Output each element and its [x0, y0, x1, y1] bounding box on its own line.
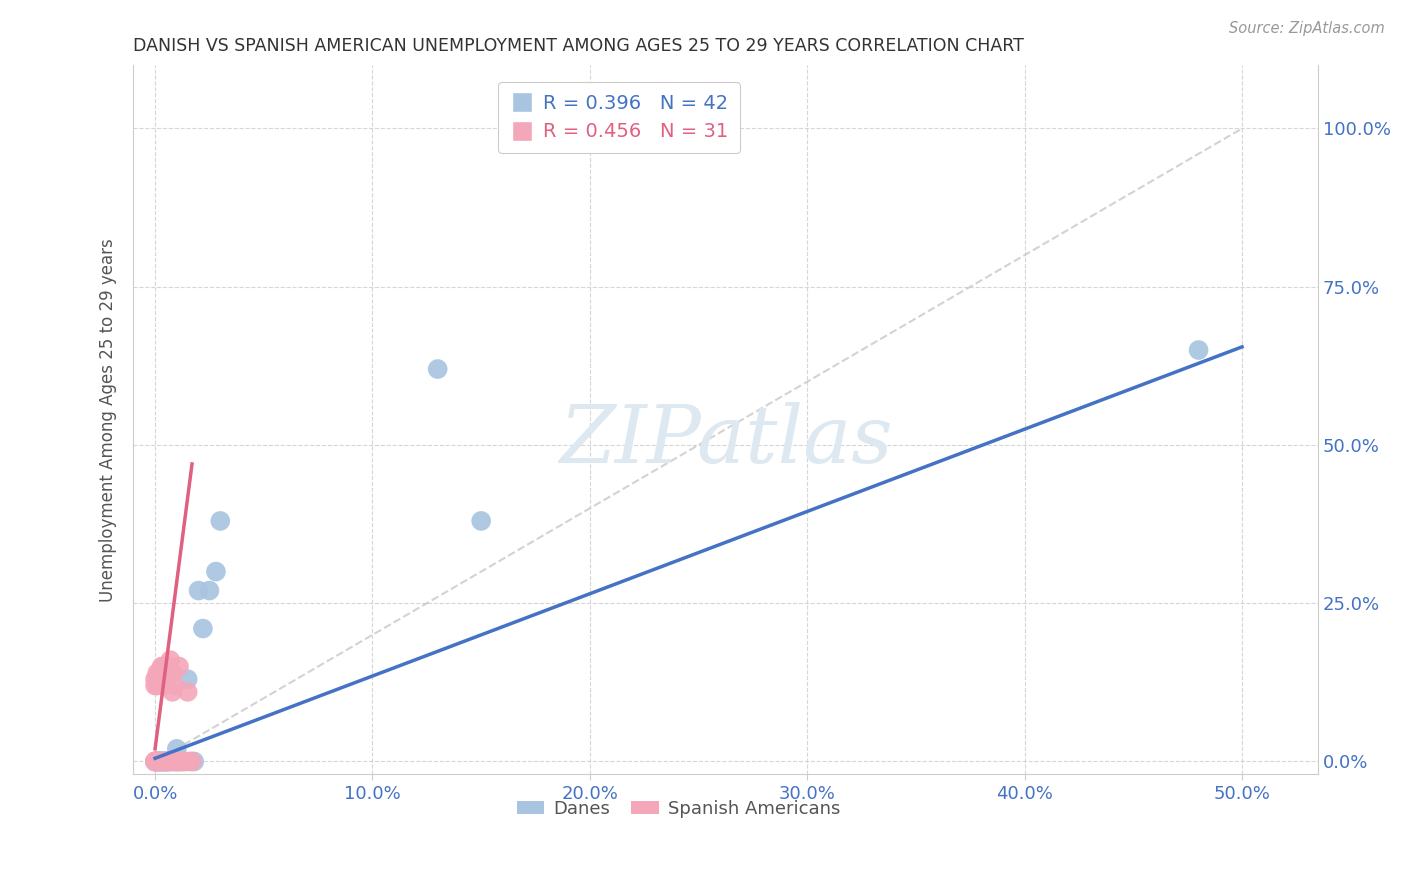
Point: [157, 755, 180, 769]
Point: [146, 679, 169, 693]
Point: [191, 622, 214, 636]
Point: [150, 755, 173, 769]
Point: [166, 755, 188, 769]
Point: [143, 679, 166, 693]
Point: [143, 755, 166, 769]
Point: [155, 755, 177, 769]
Point: [167, 755, 190, 769]
Point: [426, 362, 449, 376]
Point: [205, 565, 228, 579]
Point: [163, 679, 186, 693]
Point: [166, 755, 188, 769]
Point: [470, 514, 492, 528]
Point: [143, 672, 166, 686]
Point: [162, 755, 184, 769]
Point: [148, 665, 170, 680]
Point: [146, 755, 169, 769]
Point: [150, 755, 173, 769]
Point: [183, 755, 205, 769]
Point: [143, 755, 166, 769]
Point: [150, 755, 173, 769]
Point: [179, 755, 201, 769]
Point: [172, 755, 194, 769]
Point: [146, 755, 169, 769]
Point: [143, 755, 166, 769]
Point: [162, 665, 184, 680]
Point: [152, 755, 174, 769]
Point: [176, 685, 198, 699]
Point: [155, 755, 177, 769]
Point: [146, 672, 169, 686]
Legend: Danes, Spanish Americans: Danes, Spanish Americans: [509, 793, 848, 825]
Point: [170, 755, 193, 769]
Point: [181, 755, 204, 769]
Point: [159, 653, 181, 667]
Point: [155, 755, 177, 769]
Point: [148, 755, 170, 769]
Point: [146, 665, 169, 680]
Point: [163, 755, 186, 769]
Text: Source: ZipAtlas.com: Source: ZipAtlas.com: [1229, 21, 1385, 36]
Point: [152, 659, 174, 673]
Point: [187, 583, 209, 598]
Y-axis label: Unemployment Among Ages 25 to 29 years: Unemployment Among Ages 25 to 29 years: [100, 238, 117, 601]
Point: [166, 755, 188, 769]
Point: [1187, 343, 1209, 357]
Point: [150, 672, 173, 686]
Point: [159, 755, 181, 769]
Point: [146, 755, 169, 769]
Point: [146, 755, 169, 769]
Point: [150, 755, 173, 769]
Point: [157, 659, 180, 673]
Point: [148, 672, 170, 686]
Text: ZIPatlas: ZIPatlas: [560, 402, 893, 480]
Point: [143, 755, 166, 769]
Point: [198, 583, 221, 598]
Point: [209, 514, 232, 528]
Point: [155, 755, 177, 769]
Point: [150, 659, 173, 673]
Point: [162, 685, 184, 699]
Point: [148, 755, 170, 769]
Point: [148, 755, 170, 769]
Point: [174, 755, 197, 769]
Point: [143, 755, 166, 769]
Point: [152, 755, 174, 769]
Point: [157, 755, 180, 769]
Point: [148, 755, 170, 769]
Point: [155, 755, 177, 769]
Point: [176, 672, 198, 686]
Point: [155, 755, 177, 769]
Point: [143, 755, 166, 769]
Point: [152, 755, 174, 769]
Point: [166, 741, 188, 756]
Point: [167, 659, 190, 673]
Point: [152, 679, 174, 693]
Text: DANISH VS SPANISH AMERICAN UNEMPLOYMENT AMONG AGES 25 TO 29 YEARS CORRELATION CH: DANISH VS SPANISH AMERICAN UNEMPLOYMENT …: [134, 37, 1024, 55]
Point: [148, 755, 170, 769]
Point: [170, 755, 193, 769]
Point: [159, 755, 181, 769]
